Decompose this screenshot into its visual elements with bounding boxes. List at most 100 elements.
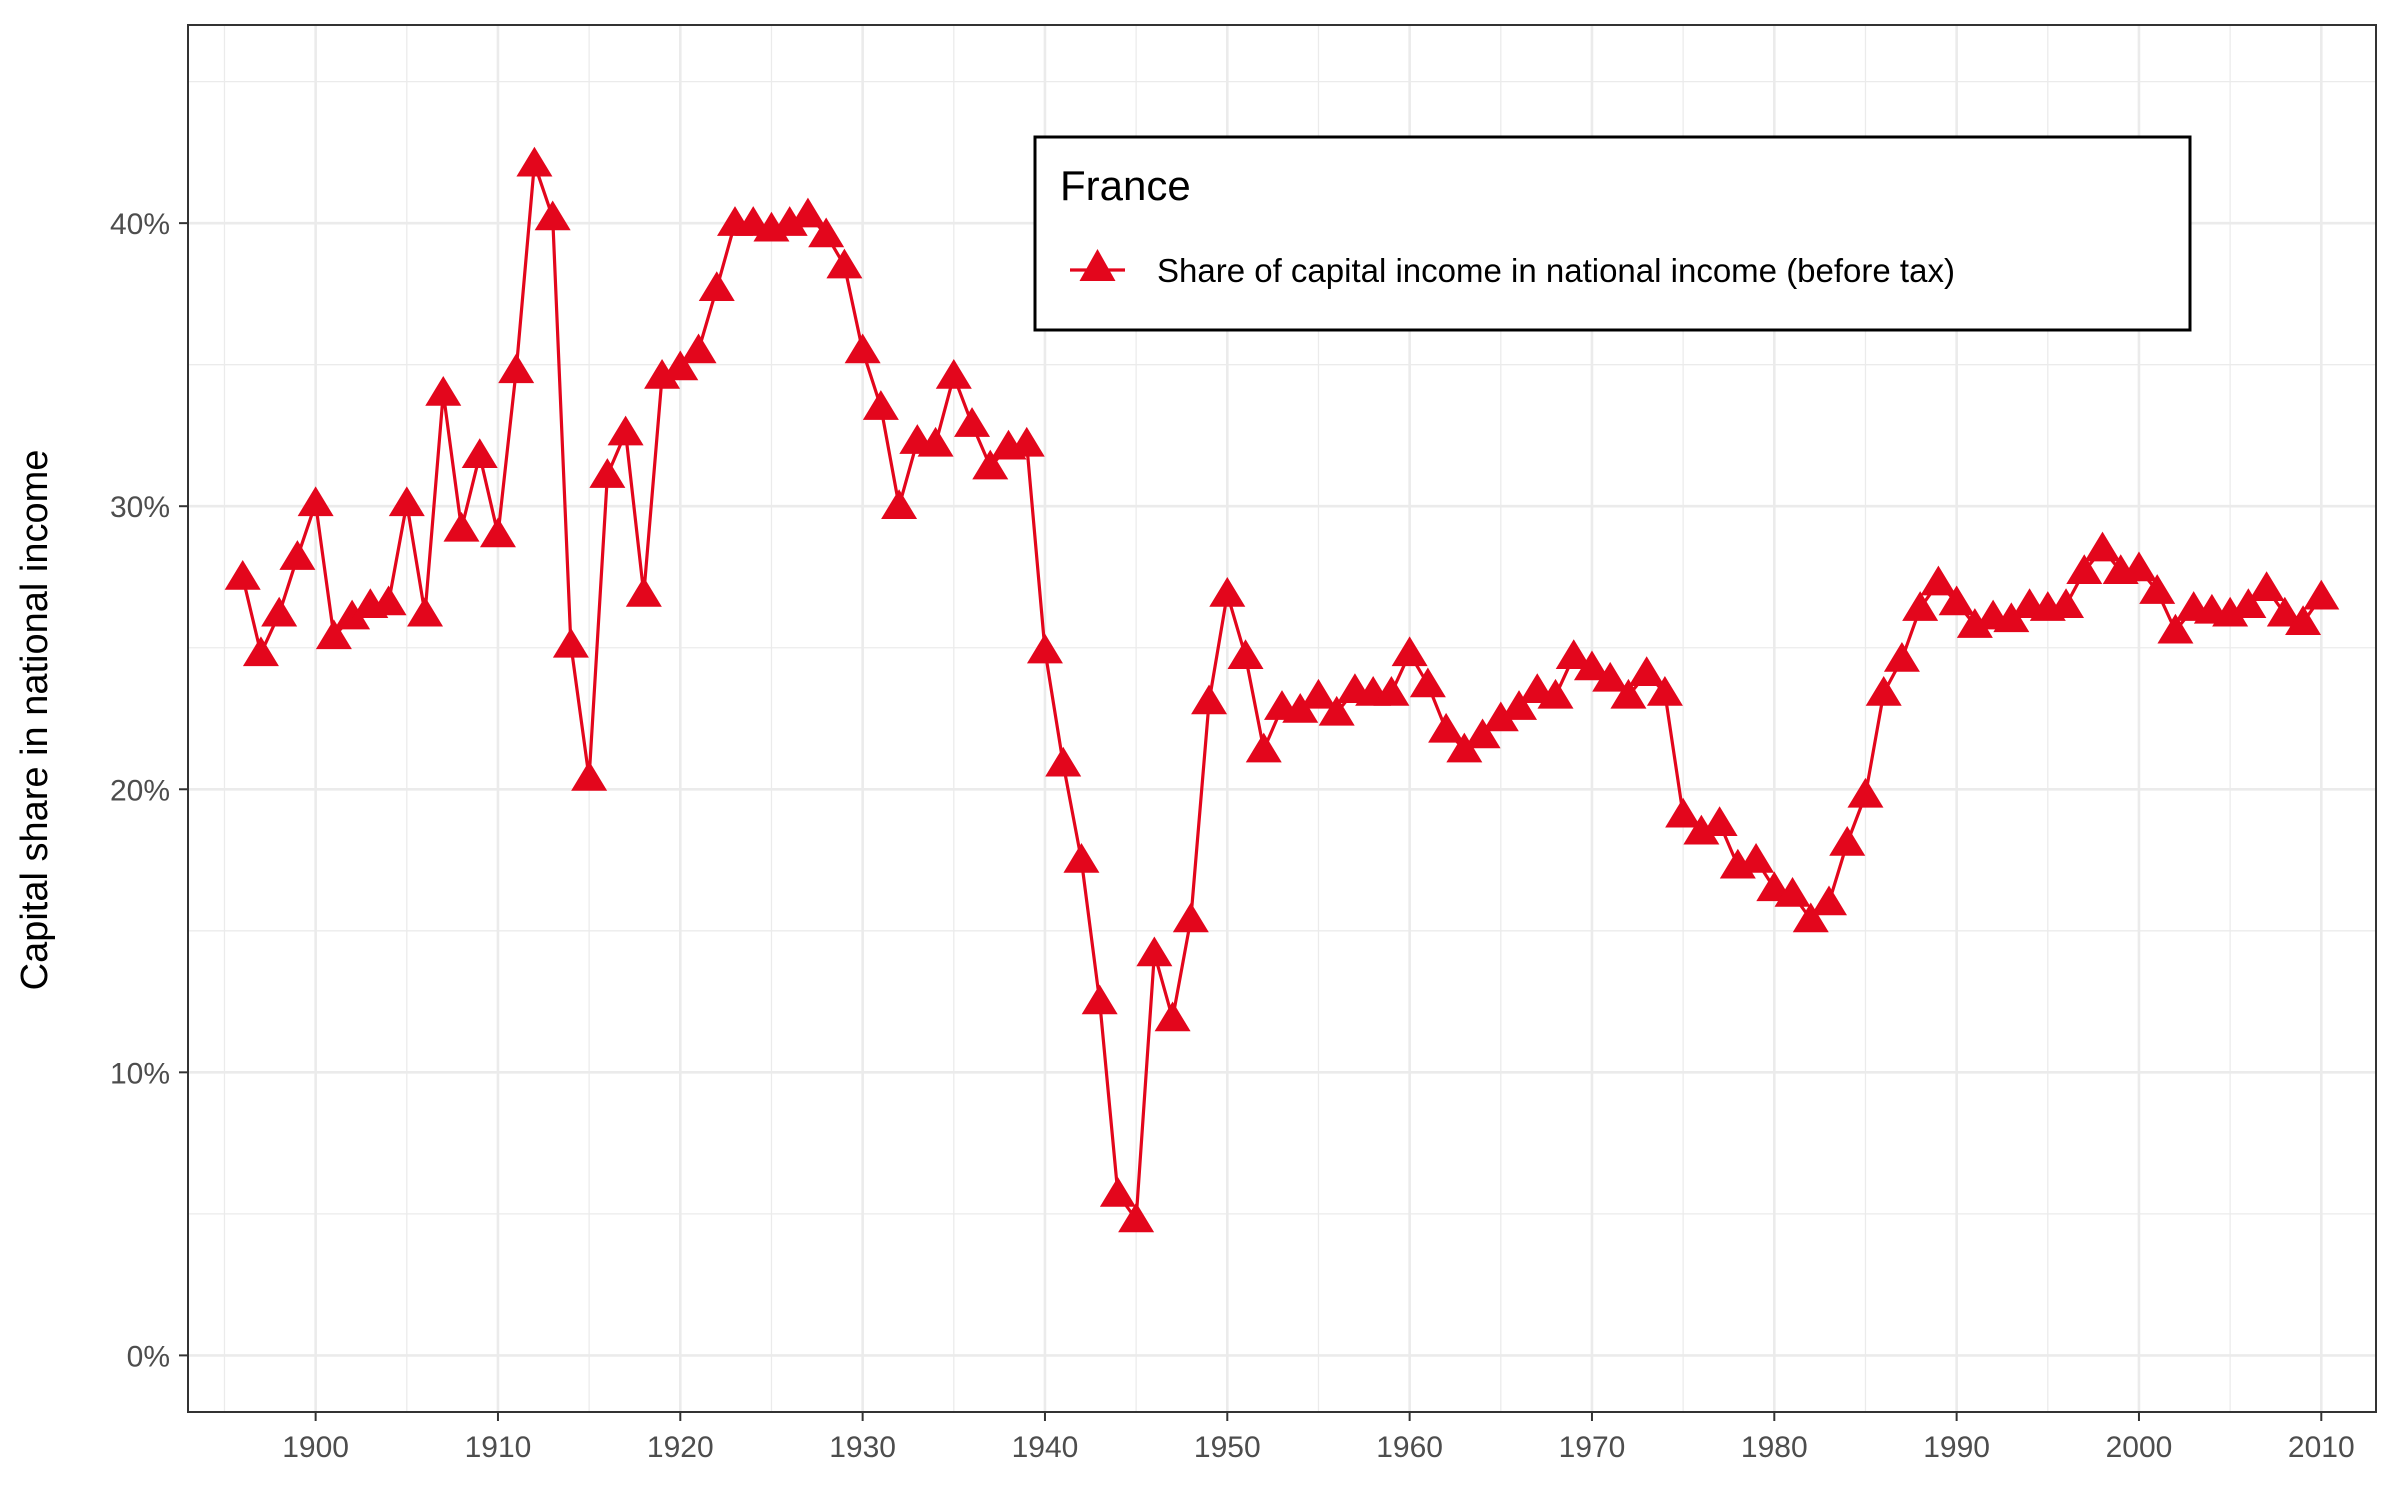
data-point [972,449,1009,480]
data-point [935,358,972,389]
data-point [388,486,425,517]
data-point [1245,732,1282,763]
legend-title: France [1060,162,1191,209]
data-point [2303,579,2340,610]
data-point [862,390,899,420]
data-point [1026,633,1063,664]
data-point [2066,554,2103,585]
data-point [1555,639,1592,669]
data-point [1938,585,1975,616]
data-point [1191,684,1228,715]
y-tick-label: 0% [127,1340,170,1373]
data-point [1118,1202,1155,1233]
data-point [498,353,535,384]
data-point [1501,690,1538,720]
data-point [1409,667,1446,698]
data-point [1464,718,1501,749]
data-point [1008,426,1045,457]
data-point [1373,676,1410,706]
data-point [1847,777,1884,808]
data-point [516,146,553,177]
data-point [1646,676,1683,706]
x-tick-label: 1990 [1923,1431,1990,1464]
data-point [552,627,589,658]
x-tick-label: 1940 [1012,1431,1079,1464]
x-tick-label: 1920 [647,1431,714,1464]
data-point [224,559,261,590]
data-point [1865,676,1902,706]
data-point [1902,591,1939,621]
legend-box [1033,135,2192,332]
data-point [1920,565,1957,596]
data-point [315,619,352,650]
data-point [1081,984,1118,1015]
data-point [1883,642,1920,672]
data-point [1774,876,1811,907]
data-point [2120,551,2157,582]
data-point [1592,661,1629,692]
data-point [1701,806,1738,836]
data-point [771,206,808,236]
data-point [1063,843,1100,873]
data-point [789,197,826,228]
series-markers [224,146,2340,1233]
data-point [1045,746,1082,777]
series-group [224,146,2340,1233]
x-tick-label: 2000 [2106,1431,2173,1464]
x-tick-label: 1930 [829,1431,896,1464]
x-tick-label: 1910 [465,1431,532,1464]
data-point [2266,596,2303,627]
data-point [1099,1177,1136,1207]
data-point [644,358,681,389]
data-point [2084,531,2121,562]
data-point [242,636,279,667]
data-point [954,407,991,437]
data-point [443,511,480,542]
data-point [1154,1001,1191,1032]
x-tick-label: 1900 [282,1431,349,1464]
x-tick-label: 1950 [1194,1431,1261,1464]
legend: France Share of capital income in nation… [1033,135,2192,332]
data-point [1537,678,1574,709]
y-tick-label: 20% [110,774,170,807]
data-point [479,517,516,548]
data-point [1811,885,1847,916]
data-point [1227,639,1264,669]
data-point [1482,701,1519,732]
data-point [407,596,444,627]
legend-key-marker [1079,249,1116,281]
data-point [2048,588,2085,619]
plot-frame [187,24,2377,1413]
data-point [1665,797,1702,828]
data-point [279,540,316,570]
data-point [571,760,608,791]
y-tick-label: 40% [110,208,170,241]
data-point [1209,576,1246,607]
x-axis: 1900 1910 1920 1930 1940 1950 1960 1970 1980 1990… [282,1412,2355,1464]
data-point [1738,843,1775,873]
data-point [625,576,662,607]
data-point [1428,712,1465,743]
data-point [2157,613,2194,644]
data-point [297,486,334,517]
y-tick-label: 10% [110,1057,170,1090]
data-point [1993,602,2030,633]
data-point [1610,678,1647,709]
data-point [370,585,407,616]
y-tick-label: 30% [110,491,170,524]
data-point [607,415,644,446]
data-point [1956,608,1993,638]
x-tick-label: 1970 [1559,1431,1626,1464]
data-point [1829,826,1866,856]
data-point [461,438,498,469]
data-point [2230,588,2267,619]
data-point [1683,814,1720,845]
data-point [2248,571,2285,602]
data-point [425,375,462,406]
data-point [1318,695,1355,726]
data-point [1391,636,1428,667]
data-point [917,426,954,457]
data-point [881,489,918,519]
data-point [1172,902,1209,933]
